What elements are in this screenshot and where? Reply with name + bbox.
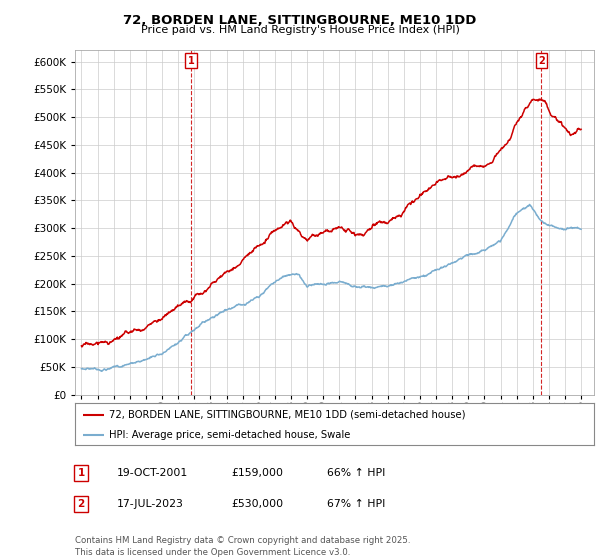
Text: 2: 2: [538, 55, 545, 66]
Text: HPI: Average price, semi-detached house, Swale: HPI: Average price, semi-detached house,…: [109, 430, 350, 440]
Text: 17-JUL-2023: 17-JUL-2023: [117, 499, 184, 509]
Text: Price paid vs. HM Land Registry's House Price Index (HPI): Price paid vs. HM Land Registry's House …: [140, 25, 460, 35]
Text: 67% ↑ HPI: 67% ↑ HPI: [327, 499, 385, 509]
Text: 19-OCT-2001: 19-OCT-2001: [117, 468, 188, 478]
Text: £159,000: £159,000: [231, 468, 283, 478]
Text: 1: 1: [77, 468, 85, 478]
Text: Contains HM Land Registry data © Crown copyright and database right 2025.
This d: Contains HM Land Registry data © Crown c…: [75, 536, 410, 557]
Text: 1: 1: [188, 55, 194, 66]
Text: 72, BORDEN LANE, SITTINGBOURNE, ME10 1DD: 72, BORDEN LANE, SITTINGBOURNE, ME10 1DD: [124, 14, 476, 27]
Text: 2: 2: [77, 499, 85, 509]
Text: 72, BORDEN LANE, SITTINGBOURNE, ME10 1DD (semi-detached house): 72, BORDEN LANE, SITTINGBOURNE, ME10 1DD…: [109, 410, 465, 420]
Text: £530,000: £530,000: [231, 499, 283, 509]
Text: 66% ↑ HPI: 66% ↑ HPI: [327, 468, 385, 478]
